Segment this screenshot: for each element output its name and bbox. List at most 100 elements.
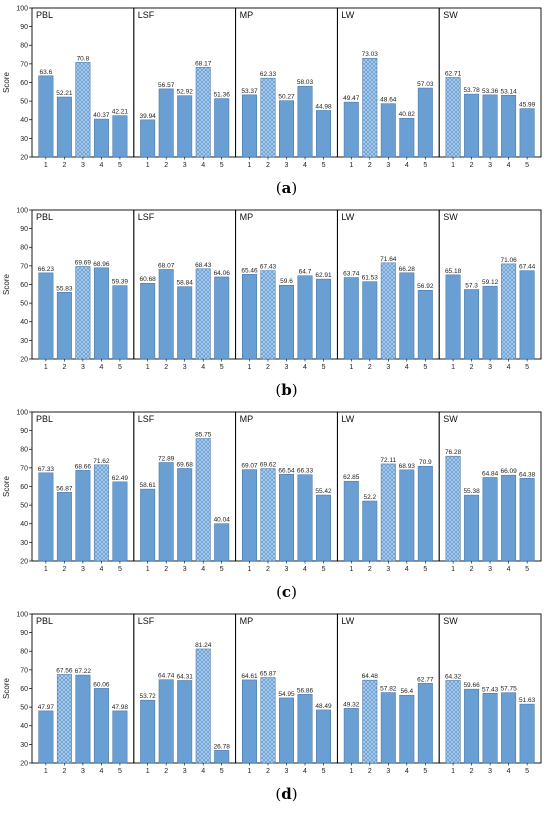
x-tick-label: 3 [488,768,492,775]
bar-value-label: 62.49 [112,475,129,482]
bar-value-label: 59.66 [463,682,480,689]
y-tick-label: 60 [20,80,28,87]
subplot-name: LSF [138,616,155,626]
bar-value-label: 67.33 [38,466,55,473]
bar-value-label: 62.77 [417,676,434,683]
bar-highlighted [195,268,211,360]
x-tick-label: 3 [488,162,492,169]
bar [158,269,174,360]
x-tick-label: 5 [220,566,224,573]
subplot-lw: LW 49.32 1 64.48 2 57.82 3 56.4 4 62.77 5 [336,613,440,775]
bar-value-label: 49.47 [343,95,360,102]
y-tick-label: 20 [20,760,28,767]
x-tick-label: 4 [405,768,409,775]
bar [279,284,294,360]
bar [343,708,359,764]
bar-value-label: 64.06 [214,270,231,277]
bar-value-label: 56.86 [297,687,314,694]
bar-value-label: 55.83 [56,285,73,292]
x-tick-label: 3 [81,364,85,371]
y-tick-label: 60 [20,484,28,491]
bar-value-label: 39.94 [140,113,157,120]
y-tick-label: 50 [20,99,28,106]
subplot-name: SW [443,414,458,424]
bar-value-label: 58.03 [297,79,314,86]
bar-value-label: 40.04 [214,517,231,524]
y-tick-label: 20 [20,154,28,161]
x-tick-label: 3 [183,364,187,371]
x-tick-label: 1 [248,162,252,169]
bar [399,694,415,764]
bar [417,87,433,158]
bar-value-label: 68.43 [195,262,212,269]
bar-value-label: 57.03 [417,81,434,88]
bar-highlighted [56,674,72,764]
bar-value-label: 62.33 [260,71,277,78]
subplot-sw: SW 76.28 1 55.38 2 64.84 3 66.09 4 64.38 5 [438,411,542,573]
bar-value-label: 52.2 [363,494,376,501]
x-tick-label: 4 [99,566,103,573]
bar [214,750,230,764]
bar [177,468,193,562]
x-tick-label: 3 [285,566,289,573]
y-tick-label: 80 [20,245,28,252]
y-tick-label: 40 [20,319,28,326]
bar-value-label: 57.43 [482,686,499,693]
bar-value-label: 63.6 [40,69,53,76]
x-tick-label: 4 [201,162,205,169]
x-tick-label: 2 [470,566,474,573]
bar-value-label: 61.53 [362,275,379,282]
bar-value-label: 64.61 [241,673,258,680]
bar-value-label: 62.91 [315,272,332,279]
x-tick-label: 2 [470,768,474,775]
bar [56,292,72,360]
bar-value-label: 67.56 [56,667,73,674]
bar [242,274,257,360]
bar [75,674,91,764]
bar-value-label: 72.11 [380,457,396,464]
y-tick-label: 60 [20,282,28,289]
x-tick-label: 2 [164,768,168,775]
y-tick-label: 50 [20,705,28,712]
bar-value-label: 54.95 [278,691,295,698]
bar [158,88,174,158]
x-tick-label: 5 [220,162,224,169]
bar-value-label: 51.36 [214,92,231,99]
bar-value-label: 70.9 [419,459,432,466]
bar [93,267,109,360]
bar-value-label: 58.61 [140,482,157,489]
x-tick-label: 2 [368,566,372,573]
y-tick-label: 30 [20,540,28,547]
bar [417,683,433,764]
x-tick-label: 4 [201,768,205,775]
x-tick-label: 3 [285,364,289,371]
bar [464,93,480,158]
x-tick-label: 5 [118,162,122,169]
bar-value-label: 57.75 [500,686,517,693]
bar [380,103,396,158]
y-tick-label: 30 [20,338,28,345]
x-tick-label: 3 [386,566,390,573]
x-tick-label: 4 [303,566,307,573]
bar-value-label: 71.62 [93,458,110,465]
subplot-name: LSF [138,212,155,222]
y-tick-label: 80 [20,447,28,454]
x-tick-label: 2 [164,364,168,371]
bar-value-label: 56.4 [400,688,413,695]
bar-value-label: 72.89 [158,455,175,462]
x-tick-label: 2 [62,162,66,169]
bar-value-label: 73.03 [362,51,379,58]
subplot-name: PBL [36,616,53,626]
y-tick-label: 90 [20,226,28,233]
bar [279,474,294,562]
x-tick-label: 1 [451,364,455,371]
bar-value-label: 44.98 [315,103,332,110]
bar [417,289,433,360]
x-tick-label: 3 [488,566,492,573]
chart-panel-d: Score2030405060708090100PBL47.97167.5626… [2,611,542,803]
y-tick-label: 90 [20,630,28,637]
bar-highlighted [75,62,91,158]
bar [482,693,498,764]
subplot-lsf: LSF 58.61 1 72.89 2 69.68 3 85.75 4 40.04 5 [133,411,237,573]
